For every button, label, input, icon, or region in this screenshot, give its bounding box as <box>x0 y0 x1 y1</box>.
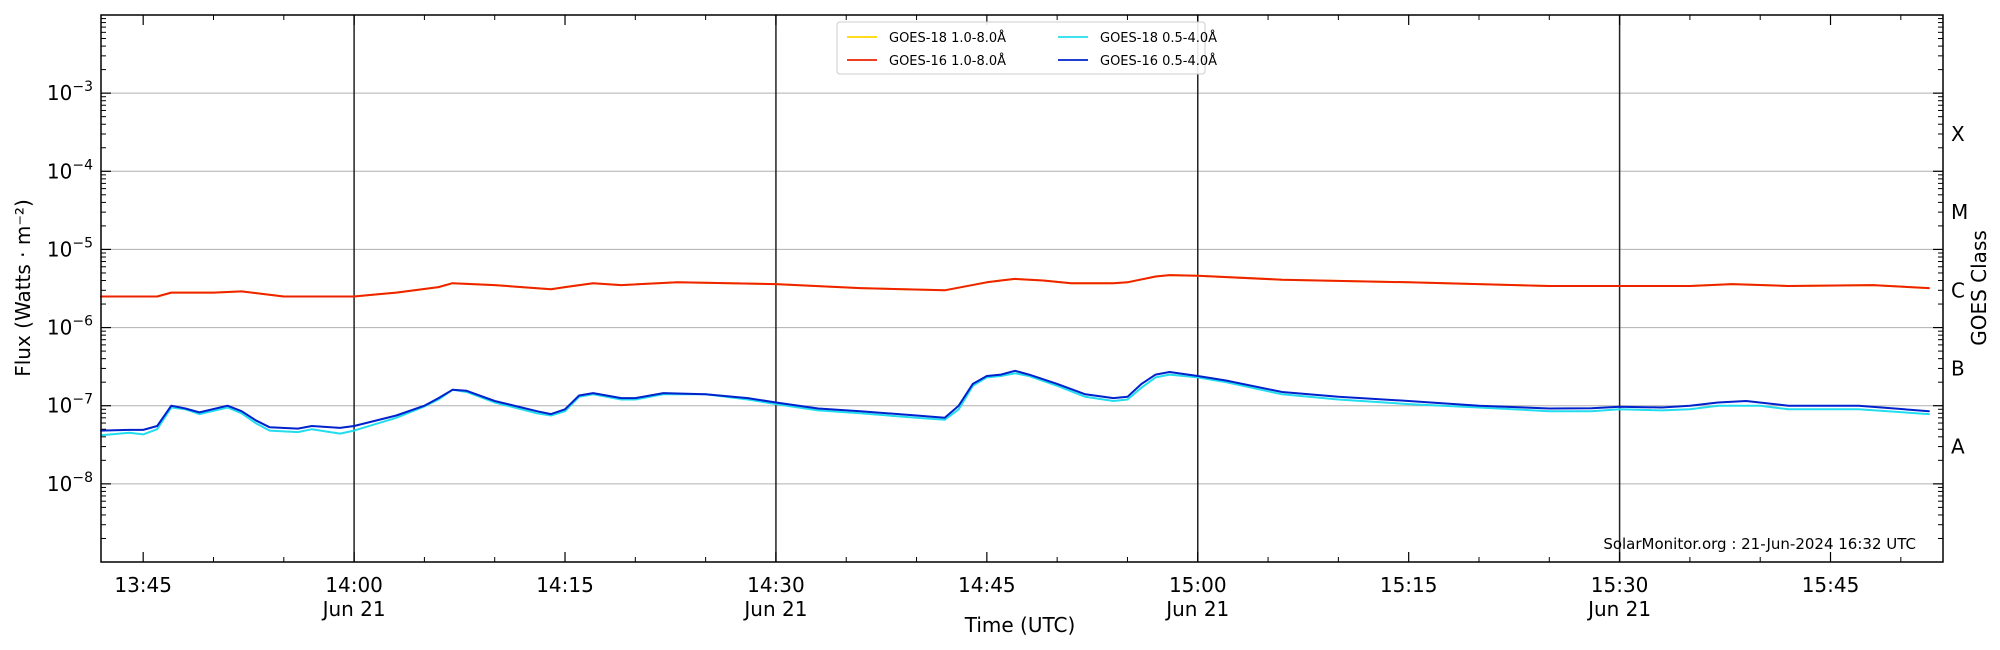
y-tick-label: 10−6 <box>47 314 93 340</box>
series-line-3 <box>100 369 1930 432</box>
x-tick-label: 14:45 <box>958 573 1016 597</box>
series-line-1 <box>100 274 1930 298</box>
goes-class-C: C <box>1951 278 1965 302</box>
credit-annotation: SolarMonitor.org : 21-Jun-2024 16:32 UTC <box>1603 535 1916 553</box>
legend-item-2: GOES-16 1.0-8.0Å <box>847 53 1006 69</box>
goes-class-B: B <box>1951 356 1965 380</box>
tick-layer <box>101 15 1943 562</box>
legend-items: GOES-18 1.0-8.0Å GOES-18 0.5-4.0Å GOES-16 … <box>847 30 1217 69</box>
legend: GOES-18 1.0-8.0Å GOES-18 0.5-4.0Å GOES-16 … <box>836 21 1217 75</box>
y-tick-label: 10−5 <box>47 235 93 261</box>
legend-label: GOES-18 1.0-8.0Å <box>889 30 1006 46</box>
y-axis-right-label: GOES Class <box>1967 230 1991 346</box>
y-tick-labels: 10−8 10−7 10−6 10−5 10−4 10−3 <box>47 79 93 496</box>
legend-item-0: GOES-18 1.0-8.0Å <box>847 30 1006 46</box>
legend-box <box>836 21 1206 75</box>
legend-label: GOES-18 0.5-4.0Å <box>1100 30 1217 46</box>
legend-label: GOES-16 0.5-4.0Å <box>1100 53 1217 69</box>
goes-class-labels: A B C M X <box>1951 122 1968 459</box>
goes-class-X: X <box>1951 122 1965 146</box>
x-axis-label: Time (UTC) <box>964 613 1076 637</box>
goes-class-A: A <box>1951 435 1965 459</box>
legend-label: GOES-16 1.0-8.0Å <box>889 53 1006 69</box>
y-tick-label: 10−3 <box>47 79 93 105</box>
x-tick-label: 15:00 <box>1169 573 1227 597</box>
x-tick-date-label: Jun 21 <box>1586 597 1651 621</box>
series-layer <box>100 274 1930 437</box>
x-tick-date-label: Jun 21 <box>742 597 807 621</box>
y-tick-label: 10−4 <box>47 157 93 183</box>
legend-item-1: GOES-18 0.5-4.0Å <box>1058 30 1217 46</box>
x-tick-label: 14:30 <box>747 573 805 597</box>
x-tick-label: 14:00 <box>325 573 383 597</box>
x-tick-label: 13:45 <box>114 573 172 597</box>
plot-frame <box>100 14 1944 563</box>
y-tick-label: 10−7 <box>47 392 93 418</box>
x-tick-label: 15:15 <box>1380 573 1438 597</box>
series-line-2 <box>100 372 1930 437</box>
legend-item-3: GOES-16 0.5-4.0Å <box>1058 53 1217 69</box>
day-lines <box>353 15 1621 562</box>
x-tick-date-label: Jun 21 <box>321 597 386 621</box>
x-tick-label: 14:15 <box>536 573 594 597</box>
x-tick-date-label: Jun 21 <box>1164 597 1229 621</box>
y-tick-label: 10−8 <box>47 470 93 496</box>
x-tick-label: 15:45 <box>1802 573 1860 597</box>
grid-layer <box>101 92 1943 485</box>
goes-class-M: M <box>1951 200 1968 224</box>
y-axis-label: Flux (Watts · m⁻²) <box>11 199 35 377</box>
x-tick-label: 15:30 <box>1591 573 1649 597</box>
